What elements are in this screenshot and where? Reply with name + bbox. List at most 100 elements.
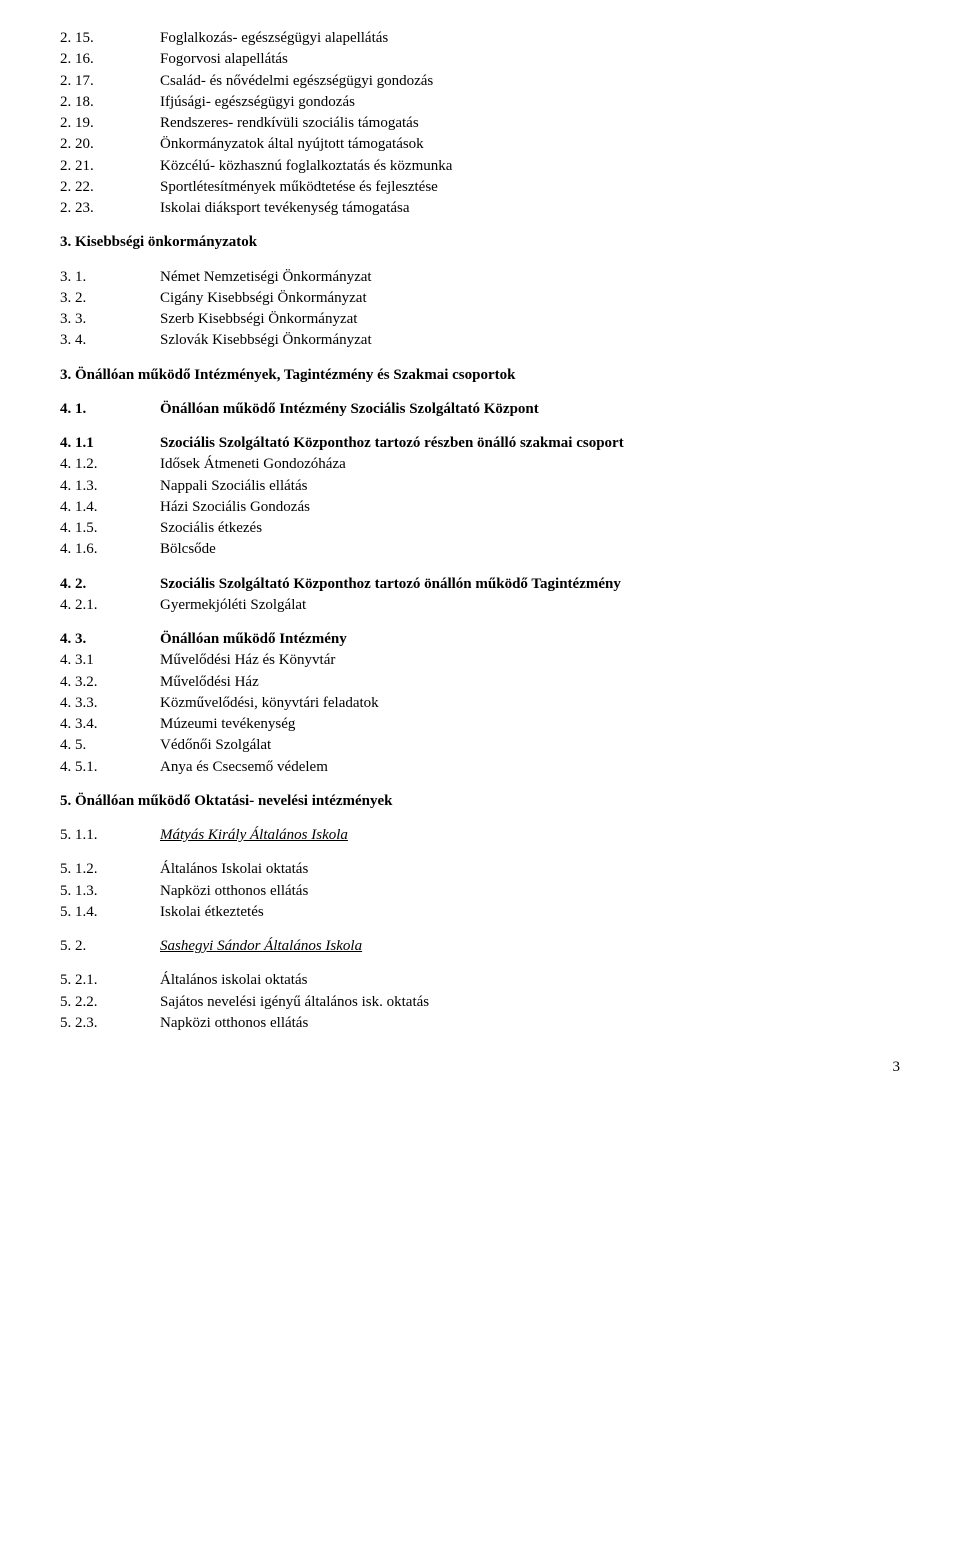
item-text: Bölcsőde (160, 539, 900, 559)
item-text: Védőnői Szolgálat (160, 735, 900, 755)
list-item: 4. 1. Önállóan működő Intézmény Szociáli… (60, 399, 900, 419)
list-item: 5. 2.1.Általános iskolai oktatás (60, 970, 900, 990)
item-number: 5. 2. (60, 936, 160, 956)
section-title-5: 5. Önállóan működő Oktatási- nevelési in… (60, 791, 900, 811)
item-text: Német Nemzetiségi Önkormányzat (160, 267, 900, 287)
list-item: 2. 18.Ifjúsági- egészségügyi gondozás (60, 92, 900, 112)
section-title-3b: 3. Önállóan működő Intézmények, Tagintéz… (60, 365, 900, 385)
item-text: Anya és Csecsemő védelem (160, 757, 900, 777)
item-number: 2. 19. (60, 113, 160, 133)
item-number: 3. 1. (60, 267, 160, 287)
list-item: 3. 2.Cigány Kisebbségi Önkormányzat (60, 288, 900, 308)
item-number: 4. 5.1. (60, 757, 160, 777)
item-number: 4. 2.1. (60, 595, 160, 615)
item-text: Napközi otthonos ellátás (160, 881, 900, 901)
item-number: 4. 1.3. (60, 476, 160, 496)
list-item: 4. 3.1Művelődési Ház és Könyvtár (60, 650, 900, 670)
item-number: 2. 16. (60, 49, 160, 69)
list-block-3: 4. 1.1Szociális Szolgáltató Központhoz t… (60, 433, 900, 560)
item-number: 2. 21. (60, 156, 160, 176)
page-number: 3 (60, 1057, 900, 1077)
item-text: Rendszeres- rendkívüli szociális támogat… (160, 113, 900, 133)
list-item: 2. 15.Foglalkozás- egészségügyi alapellá… (60, 28, 900, 48)
list-item: 4. 5.1.Anya és Csecsemő védelem (60, 757, 900, 777)
item-text: Közművelődési, könyvtári feladatok (160, 693, 900, 713)
item-number: 4. 3.3. (60, 693, 160, 713)
item-text: Iskolai étkeztetés (160, 902, 900, 922)
list-item: 4. 1.6.Bölcsőde (60, 539, 900, 559)
item-number: 5. 2.2. (60, 992, 160, 1012)
item-number: 2. 22. (60, 177, 160, 197)
list-item: 3. 1.Német Nemzetiségi Önkormányzat (60, 267, 900, 287)
list-item: 2. 17.Család- és nővédelmi egészségügyi … (60, 71, 900, 91)
list-item: 5. 2.3.Napközi otthonos ellátás (60, 1013, 900, 1033)
item-number: 4. 3.1 (60, 650, 160, 670)
item-text: Múzeumi tevékenység (160, 714, 900, 734)
list-block-7: 5. 2.1.Általános iskolai oktatás 5. 2.2.… (60, 970, 900, 1033)
item-number: 3. 4. (60, 330, 160, 350)
list-block-6: 5. 1.2.Általános Iskolai oktatás 5. 1.3.… (60, 859, 900, 922)
item-text: Általános iskolai oktatás (160, 970, 900, 990)
item-number: 4. 3. (60, 629, 160, 649)
item-number: 4. 2. (60, 574, 160, 594)
item-number: 4. 1.2. (60, 454, 160, 474)
item-number: 4. 1.4. (60, 497, 160, 517)
row-5-2: 5. 2.Sashegyi Sándor Általános Iskola (60, 936, 900, 956)
item-text: Mátyás Király Általános Iskola (160, 825, 900, 845)
item-text: Önállóan működő Intézmény Szociális Szol… (160, 399, 900, 419)
row-4-1: 4. 1. Önállóan működő Intézmény Szociáli… (60, 399, 900, 419)
list-item: 4. 3.4.Múzeumi tevékenység (60, 714, 900, 734)
list-item: 2. 21.Közcélú- közhasznú foglalkoztatás … (60, 156, 900, 176)
item-text: Sajátos nevelési igényű általános isk. o… (160, 992, 900, 1012)
list-item: 4. 2.Szociális Szolgáltató Központhoz ta… (60, 574, 900, 594)
list-item: 2. 19.Rendszeres- rendkívüli szociális t… (60, 113, 900, 133)
item-number: 5. 1.2. (60, 859, 160, 879)
row-5-1-1: 5. 1.1.Mátyás Király Általános Iskola (60, 825, 900, 845)
item-number: 4. 1.5. (60, 518, 160, 538)
list-block-2: 3. 1.Német Nemzetiségi Önkormányzat 3. 2… (60, 267, 900, 351)
list-block-5: 4. 3.Önállóan működő Intézmény 4. 3.1Műv… (60, 629, 900, 777)
item-number: 5. 1.1. (60, 825, 160, 845)
item-text: Házi Szociális Gondozás (160, 497, 900, 517)
list-item: 4. 1.4.Házi Szociális Gondozás (60, 497, 900, 517)
list-block-4: 4. 2.Szociális Szolgáltató Központhoz ta… (60, 574, 900, 616)
list-item: 5. 1.2.Általános Iskolai oktatás (60, 859, 900, 879)
item-text: Szociális étkezés (160, 518, 900, 538)
item-text: Család- és nővédelmi egészségügyi gondoz… (160, 71, 900, 91)
item-text: Önkormányzatok által nyújtott támogatáso… (160, 134, 900, 154)
list-item: 4. 3.Önállóan működő Intézmény (60, 629, 900, 649)
list-item: 4. 5.Védőnői Szolgálat (60, 735, 900, 755)
list-item: 5. 1.4.Iskolai étkeztetés (60, 902, 900, 922)
item-text: Művelődési Ház (160, 672, 900, 692)
list-item: 3. 3.Szerb Kisebbségi Önkormányzat (60, 309, 900, 329)
list-item: 4. 2.1.Gyermekjóléti Szolgálat (60, 595, 900, 615)
item-text: Szerb Kisebbségi Önkormányzat (160, 309, 900, 329)
item-text: Iskolai diáksport tevékenység támogatása (160, 198, 900, 218)
list-item: 4. 1.2.Idősek Átmeneti Gondozóháza (60, 454, 900, 474)
item-text: Művelődési Ház és Könyvtár (160, 650, 900, 670)
item-number: 3. 3. (60, 309, 160, 329)
item-text: Ifjúsági- egészségügyi gondozás (160, 92, 900, 112)
list-item: 4. 3.3.Közművelődési, könyvtári feladato… (60, 693, 900, 713)
item-text: Idősek Átmeneti Gondozóháza (160, 454, 900, 474)
item-number: 2. 20. (60, 134, 160, 154)
item-number: 4. 1.1 (60, 433, 160, 453)
item-text: Sportlétesítmények működtetése és fejles… (160, 177, 900, 197)
item-number: 5. 1.4. (60, 902, 160, 922)
item-text: Általános Iskolai oktatás (160, 859, 900, 879)
item-text: Szociális Szolgáltató Központhoz tartozó… (160, 433, 900, 453)
item-text: Közcélú- közhasznú foglalkoztatás és köz… (160, 156, 900, 176)
item-number: 2. 18. (60, 92, 160, 112)
item-number: 4. 1.6. (60, 539, 160, 559)
list-item: 2. 23.Iskolai diáksport tevékenység támo… (60, 198, 900, 218)
list-item: 5. 2.Sashegyi Sándor Általános Iskola (60, 936, 900, 956)
list-item: 2. 20.Önkormányzatok által nyújtott támo… (60, 134, 900, 154)
item-text: Foglalkozás- egészségügyi alapellátás (160, 28, 900, 48)
item-text: Napközi otthonos ellátás (160, 1013, 900, 1033)
item-number: 4. 1. (60, 399, 160, 419)
item-number: 5. 2.3. (60, 1013, 160, 1033)
section-title-3: 3. Kisebbségi önkormányzatok (60, 232, 900, 252)
item-number: 3. 2. (60, 288, 160, 308)
list-item: 2. 22.Sportlétesítmények működtetése és … (60, 177, 900, 197)
list-item: 3. 4.Szlovák Kisebbségi Önkormányzat (60, 330, 900, 350)
